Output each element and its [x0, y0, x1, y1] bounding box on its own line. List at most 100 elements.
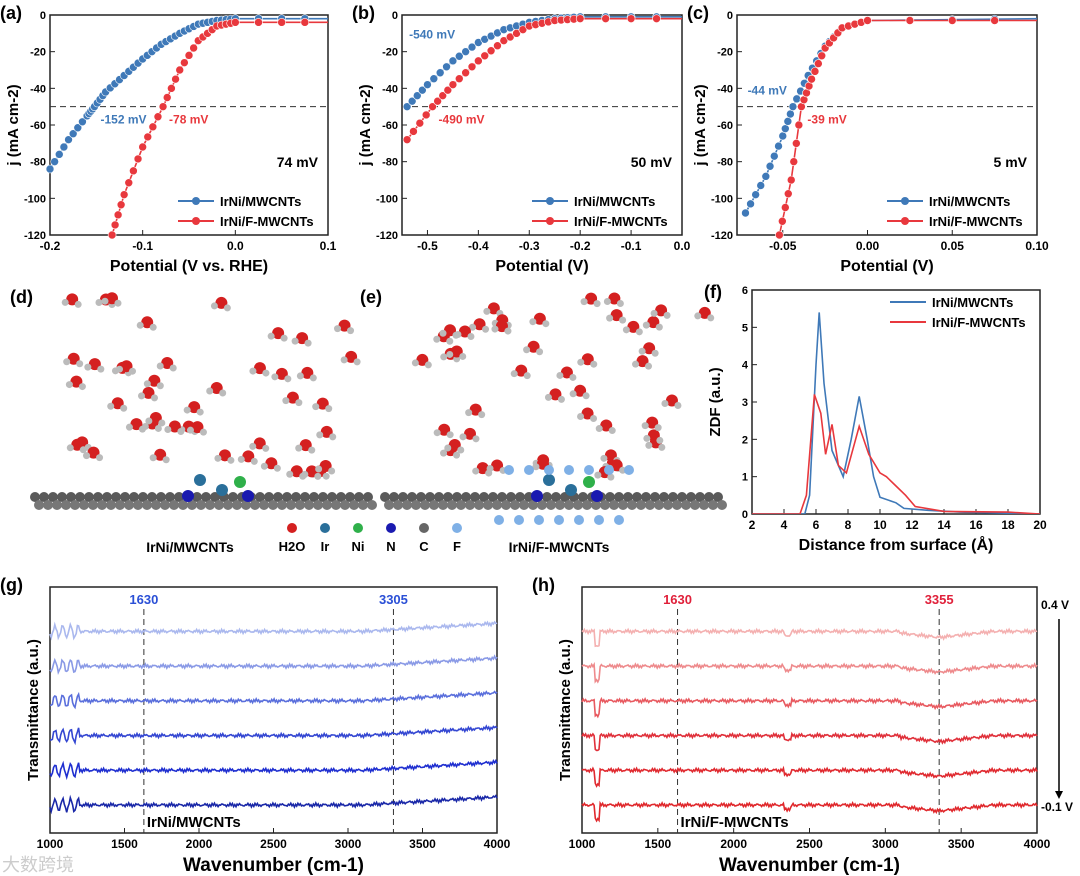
spectrum-line [581, 800, 1038, 823]
carbon-atom [717, 500, 727, 510]
x-axis-label: Potential (V) [840, 258, 933, 275]
carbon-atom [686, 492, 696, 502]
fluorine-atom [504, 465, 514, 475]
water-oxygen [636, 355, 649, 368]
data-point [783, 189, 793, 199]
water-hydrogen [444, 444, 452, 452]
water-hydrogen [138, 425, 146, 433]
y-tick-label: 0 [742, 509, 748, 521]
x-tick-label: 3500 [409, 837, 436, 851]
y-tick-label: -120 [24, 230, 46, 242]
water-hydrogen [214, 454, 222, 462]
water-hydrogen [66, 444, 74, 452]
spectrum-line [49, 794, 498, 815]
x-tick-label: 0.10 [1025, 239, 1049, 253]
water-hydrogen [674, 402, 682, 410]
x-tick-label: -0.2 [40, 239, 61, 253]
data-point [45, 164, 55, 174]
water-oxygen [646, 416, 659, 429]
atom-legend-swatch [419, 523, 429, 533]
y-tick-label: -80 [30, 157, 46, 169]
water-oxygen [438, 423, 451, 436]
data-point [499, 36, 509, 45]
water-hydrogen [483, 307, 491, 315]
legend-label: IrNi/MWCNTs [220, 194, 301, 209]
data-point [467, 42, 477, 52]
water-hydrogen [158, 419, 166, 427]
data-point [180, 58, 189, 67]
water-hydrogen [482, 325, 490, 333]
water-hydrogen [156, 382, 164, 390]
carbon-atom [398, 492, 408, 502]
water-hydrogen [638, 347, 646, 355]
spectrum-line [581, 661, 1038, 684]
y-axis-label: ZDF (a.u.) [707, 367, 724, 436]
water-oxygen [66, 293, 79, 306]
carbon-atom [151, 500, 161, 510]
atom-legend-label: H2O [279, 539, 306, 554]
carbon-atom [492, 500, 502, 510]
carbon-atom [695, 492, 705, 502]
water-hydrogen [661, 400, 669, 408]
water-hydrogen [523, 346, 531, 354]
carbon-atom [124, 500, 134, 510]
atom-legend-label: F [453, 539, 461, 554]
data-point [448, 56, 458, 66]
water-oxygen [581, 353, 594, 366]
data-point [162, 93, 172, 102]
water-hydrogen [645, 362, 653, 370]
fluorine-atom [594, 515, 604, 525]
carbon-atom [61, 500, 71, 510]
data-point [783, 117, 793, 126]
carbon-atom [133, 500, 143, 510]
carbon-atom [349, 500, 359, 510]
carbon-atom [345, 492, 355, 502]
water-hydrogen [577, 358, 585, 366]
carbon-atom [354, 492, 364, 502]
water-hydrogen [606, 314, 614, 322]
water-oxygen [320, 425, 333, 438]
water-hydrogen [196, 408, 204, 416]
water-hydrogen [446, 431, 454, 439]
x-tick-label: 16 [969, 518, 983, 532]
water-hydrogen [532, 463, 540, 471]
water-hydrogen [74, 300, 82, 308]
metal-atom [216, 484, 228, 496]
x-tick-label: 0.05 [941, 239, 965, 253]
water-oxygen [345, 350, 358, 363]
carbon-atom [358, 500, 368, 510]
data-point [113, 210, 123, 220]
water-hydrogen [440, 353, 448, 361]
data-point [429, 74, 439, 84]
carbon-atom [609, 500, 619, 510]
water-hydrogen [154, 424, 162, 432]
structure-caption: IrNi/MWCNTs [146, 539, 234, 555]
water-hydrogen [582, 392, 590, 400]
legend-label: IrNi/MWCNTs [574, 194, 655, 209]
x-tick-label: 1500 [644, 837, 671, 851]
data-point [64, 135, 73, 144]
carbon-atom [187, 500, 197, 510]
water-oxygen [290, 465, 303, 478]
water-oxygen [581, 407, 594, 420]
data-point [789, 157, 799, 166]
metal-atom [242, 490, 254, 502]
carbon-atom [79, 500, 89, 510]
y-axis-label: Transmittance (a.u.) [25, 639, 42, 781]
legend-label: IrNi/MWCNTs [932, 295, 1013, 310]
panel-label: (a) [0, 3, 22, 23]
spectrum-line [581, 731, 1038, 752]
water-hydrogen [312, 403, 320, 411]
water-hydrogen [616, 300, 624, 308]
y-tick-label: -40 [717, 83, 733, 95]
data-point [461, 68, 470, 78]
data-point [442, 62, 451, 72]
water-hydrogen [504, 327, 512, 335]
carbon-atom [363, 492, 373, 502]
water-hydrogen [433, 335, 441, 343]
water-oxygen [585, 292, 598, 305]
atom-legend-label: C [419, 539, 429, 554]
water-hydrogen [651, 349, 659, 357]
carbon-atom [393, 500, 403, 510]
x-tick-label: 2 [749, 518, 756, 532]
